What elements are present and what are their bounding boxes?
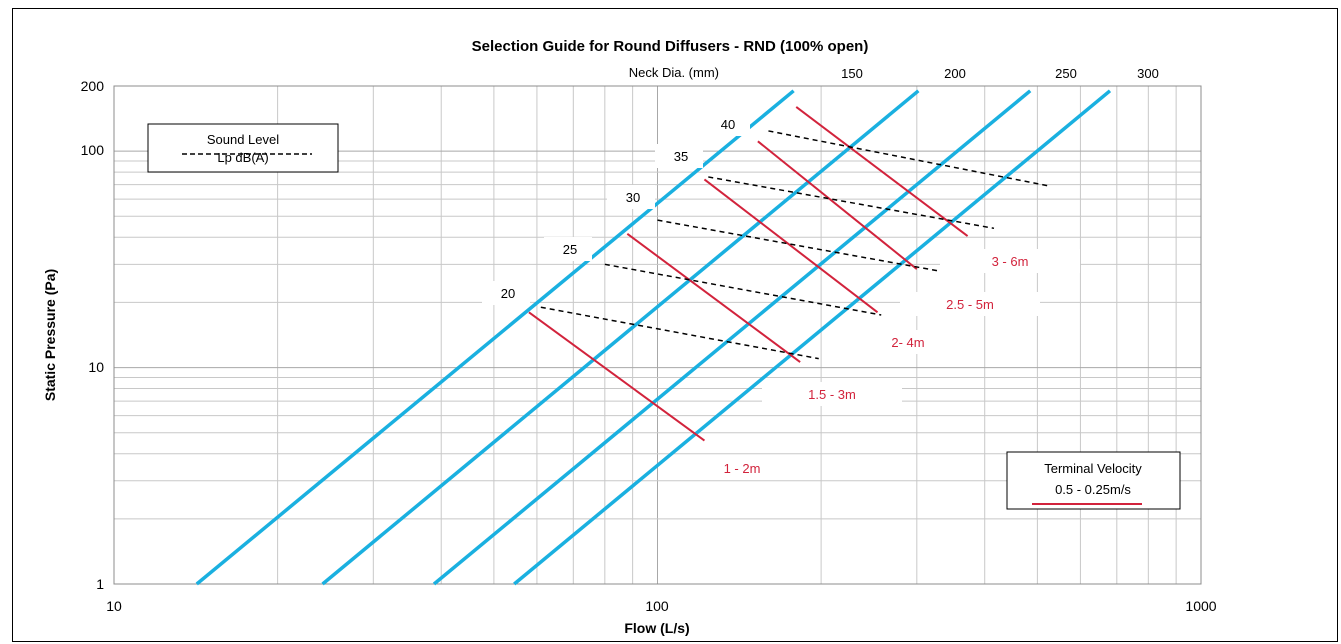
throw-line-1 (626, 233, 801, 363)
throw-label: 1.5 - 3m (808, 387, 856, 402)
throw-label-box (900, 292, 1040, 316)
sound-line-35 (708, 176, 995, 230)
sound-line-20 (540, 306, 819, 360)
neck-lines (195, 89, 1112, 586)
throw-label-box (762, 382, 902, 406)
x-tick-label: 100 (645, 598, 669, 614)
neck-header: Neck Dia. (mm) (629, 65, 719, 80)
throw-line-3 (757, 140, 918, 270)
grid (114, 86, 1201, 584)
sound-line-25 (604, 263, 882, 316)
sound-label-box (482, 281, 530, 305)
sound-label: 25 (563, 242, 577, 257)
y-tick-label: 1 (96, 576, 104, 592)
x-tick-label: 10 (106, 598, 122, 614)
legend-subtitle: 0.5 - 0.25m/s (1055, 482, 1131, 497)
neck-label: 250 (1055, 66, 1077, 81)
sound-label: 20 (501, 286, 515, 301)
neck-line-150 (195, 89, 795, 586)
sound-line-40 (768, 130, 1050, 187)
sound-line-30 (657, 219, 939, 272)
legend-subtitle: Lp dB(A) (217, 150, 268, 165)
neck-line-250 (432, 89, 1032, 586)
throw-lines (528, 106, 969, 442)
y-tick-label: 200 (81, 78, 105, 94)
chart-frame (12, 8, 1338, 642)
neck-line-300 (513, 89, 1112, 586)
y-tick-label: 10 (88, 359, 104, 375)
legend-box (147, 123, 339, 173)
neck-line-200 (321, 89, 920, 586)
sound-label-box (702, 112, 750, 136)
sound-label: 30 (626, 190, 640, 205)
x-tick-label: 1000 (1185, 598, 1216, 614)
x-axis-label: Flow (L/s) (624, 620, 689, 636)
legend-box (1006, 451, 1181, 510)
throw-label-box (940, 249, 1080, 273)
sound-label-box (544, 237, 592, 261)
series-labels: 150 200 250 300 20 25 30 35 40 1 - 2m 1.5 - 3m 2- 4… (482, 66, 1159, 480)
chart-title: Selection Guide for Round Diffusers - RN… (472, 38, 869, 55)
plot-area (113, 85, 1202, 585)
neck-label: 200 (944, 66, 966, 81)
sound-label-box (655, 144, 703, 168)
sound-label: 40 (721, 117, 735, 132)
neck-label: 300 (1137, 66, 1159, 81)
sound-label: 35 (674, 149, 688, 164)
sound-level-legend: Sound Level Lp dB(A) (147, 123, 339, 173)
sound-label-box (607, 185, 655, 209)
throw-line-4 (795, 106, 969, 237)
throw-label: 3 - 6m (992, 254, 1029, 269)
throw-label: 1 - 2m (724, 461, 761, 476)
y-axis-label: Static Pressure (Pa) (42, 269, 58, 401)
legend-title: Terminal Velocity (1044, 461, 1142, 476)
throw-label: 2- 4m (891, 335, 924, 350)
throw-label-box (672, 456, 812, 480)
throw-line-2 (703, 178, 879, 314)
throw-line-0 (528, 311, 706, 442)
throw-label-box (838, 330, 978, 354)
y-tick-label: 100 (81, 142, 105, 158)
legend-title: Sound Level (207, 132, 279, 147)
throw-label: 2.5 - 5m (946, 297, 994, 312)
neck-label: 150 (841, 66, 863, 81)
sound-lines (540, 130, 1050, 360)
terminal-velocity-legend: Terminal Velocity 0.5 - 0.25m/s (1006, 451, 1181, 510)
